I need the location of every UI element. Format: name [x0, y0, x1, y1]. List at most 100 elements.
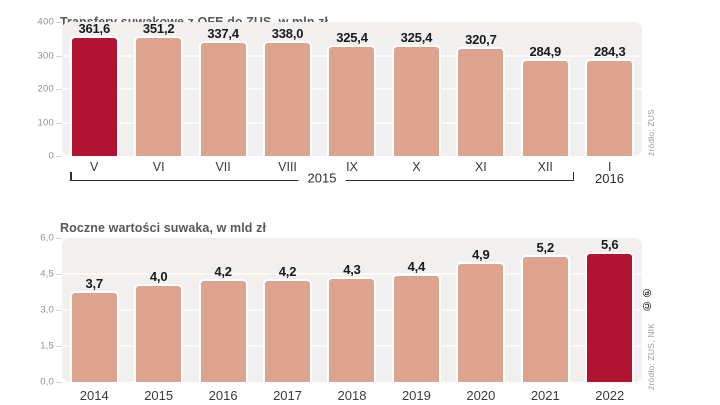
bar-2016 — [200, 281, 246, 382]
x-axis-label: IX — [346, 160, 358, 174]
y-axis-label: 200 — [37, 83, 54, 95]
year-group-bracket: 2015 — [70, 170, 574, 186]
bar-2019 — [393, 276, 439, 382]
x-axis-label: X — [412, 160, 421, 174]
bar-VIII — [265, 42, 311, 156]
y-axis-tick — [56, 346, 62, 347]
bar-value-label: 4,4 — [407, 259, 426, 275]
bar-2022 — [587, 254, 633, 382]
bar-value-label: 284,3 — [593, 43, 626, 59]
y-axis-tick — [56, 382, 62, 383]
y-axis-tick — [56, 238, 62, 239]
bar-column: 284,3 — [578, 22, 642, 156]
x-axis-label: VIII — [278, 160, 297, 174]
bar-2021 — [522, 257, 568, 382]
x-axis-label: 2019 — [401, 388, 431, 403]
plot-area: 361,6 351,2 337,4 338,0 325,4 325,4 320,7 284,9… — [62, 22, 642, 156]
x-axis-sublabel-2016: 2016 — [595, 171, 624, 186]
bar-2017 — [265, 281, 311, 382]
bar-column: 284,9 — [513, 22, 577, 156]
y-axis-tick — [56, 274, 62, 275]
bar-X — [393, 47, 439, 156]
bracket-year-label: 2015 — [298, 170, 346, 186]
bar-value-label: 361,6 — [78, 21, 110, 36]
y-axis-label: 100 — [37, 116, 54, 128]
bracket-tick-left — [70, 172, 72, 181]
x-axis-label: XII — [537, 160, 553, 174]
bar-I — [587, 60, 633, 156]
bar-value-label: 4,0 — [149, 269, 168, 284]
bar-column: 4,2 — [191, 238, 255, 382]
x-axis-label: 2015 — [144, 388, 174, 403]
bars: 361,6 351,2 337,4 338,0 325,4 325,4 320,7 284,9… — [62, 22, 642, 156]
y-axis-label: 6,0 — [40, 232, 54, 244]
bar-VI — [136, 38, 182, 156]
x-axis-label: VII — [215, 160, 231, 174]
bar-XI — [458, 48, 504, 156]
bar-value-label: 325,4 — [400, 30, 433, 45]
x-axis-label: 2022 — [595, 388, 625, 403]
bar-column: 338,0 — [255, 22, 319, 156]
bar-column: 337,4 — [191, 22, 255, 156]
bar-column: 5,2 — [513, 238, 577, 382]
y-axis-label: 400 — [37, 16, 54, 28]
bar-XII — [522, 60, 568, 156]
bar-column: 4,2 — [255, 238, 319, 382]
bar-value-label: 4,3 — [343, 261, 361, 277]
y-axis-label: 1,5 — [40, 340, 54, 352]
x-axis: 2014 2015 2016 2017 2018 2019 2020 2021 2022 — [62, 389, 642, 402]
bar-value-label: 4,2 — [214, 264, 232, 280]
gridline — [62, 273, 642, 275]
y-axis-tick — [56, 22, 62, 23]
bar-2020 — [458, 264, 504, 382]
plot-area: 3,7 4,0 4,2 4,2 4,3 4,4 4,9 5,2 5,6 — [62, 238, 642, 382]
bar-value-label: 4,2 — [278, 264, 297, 280]
bar-column: 4,9 — [449, 238, 513, 382]
bars: 3,7 4,0 4,2 4,2 4,3 4,4 4,9 5,2 5,6 — [62, 238, 642, 382]
y-axis-tick — [56, 156, 62, 157]
y-axis: 400 300 200 100 0 — [0, 17, 54, 160]
x-axis-label: 2017 — [273, 388, 302, 403]
y-axis-tick — [56, 55, 62, 57]
x-axis-label: XI — [474, 160, 487, 174]
x-axis-label: V — [90, 160, 99, 174]
y-axis-tick — [56, 89, 62, 90]
bar-value-label: 325,4 — [336, 30, 368, 45]
bar-column: 4,3 — [320, 238, 384, 382]
bar-column: 351,2 — [126, 22, 190, 156]
bar-value-label: 351,2 — [142, 21, 175, 37]
bar-value-label: 320,7 — [465, 31, 497, 47]
bar-column: 4,4 — [384, 238, 448, 382]
source-note: źródło: ZUS — [646, 108, 656, 156]
bar-VII — [200, 42, 246, 156]
y-axis-label: 3,0 — [40, 304, 54, 316]
bar-value-label: 337,4 — [207, 25, 239, 41]
bar-2018 — [329, 278, 375, 382]
monthly-transfers-chart: Transfery suwakowe z OFE do ZUS, w mln z… — [0, 0, 720, 200]
bar-column: 361,6 — [62, 22, 126, 156]
y-axis-label: 4,5 — [40, 268, 54, 280]
copyright-published-icons: ©℗ — [641, 285, 653, 311]
y-axis-tick — [56, 310, 62, 311]
bar-column: 3,7 — [62, 238, 126, 382]
bar-column: 325,4 — [384, 22, 448, 156]
x-axis-label: 2018 — [337, 388, 367, 403]
bar-value-label: 4,9 — [472, 247, 490, 263]
bar-value-label: 5,2 — [536, 240, 555, 256]
x-axis-label: I — [607, 160, 612, 174]
bar-V — [71, 38, 117, 156]
bracket-tick-right — [572, 172, 574, 181]
bar-column: 325,4 — [320, 22, 384, 156]
annual-slider-values-chart: Roczne wartości suwaka, w mld zł 6,0 4,5 3… — [0, 205, 720, 405]
y-axis-tick — [56, 122, 62, 124]
y-axis-label: 0 — [48, 150, 54, 162]
x-axis-label: 2020 — [466, 388, 496, 403]
bar-value-label: 284,9 — [529, 43, 562, 59]
bar-column: 5,6 — [578, 238, 642, 382]
y-axis-label: 300 — [37, 49, 54, 61]
bar-column: 320,7 — [449, 22, 513, 156]
y-axis-ticks — [56, 22, 62, 157]
bar-2014 — [71, 293, 117, 382]
bar-value-label: 5,6 — [600, 237, 619, 252]
y-axis-label: 0,0 — [40, 376, 54, 388]
